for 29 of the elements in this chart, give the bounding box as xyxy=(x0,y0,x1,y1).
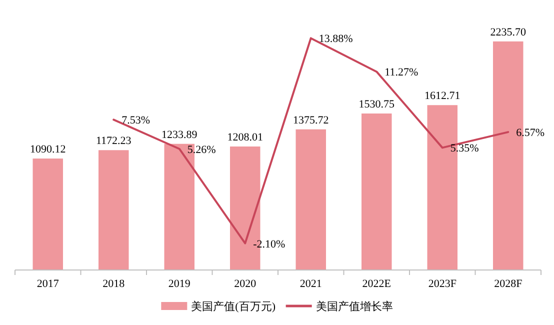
data-label: 5.35% xyxy=(450,142,479,155)
data-label: 1612.71 xyxy=(424,90,460,102)
data-label: 13.88% xyxy=(318,33,353,46)
data-label: 1530.75 xyxy=(358,98,395,110)
x-tick-label: 2023F xyxy=(428,278,456,290)
bar xyxy=(296,129,326,270)
x-tick-label: 2021 xyxy=(300,278,322,290)
x-tick-label: 2018 xyxy=(102,278,126,290)
data-label: 1208.01 xyxy=(227,131,263,144)
bar xyxy=(98,150,129,270)
data-label: 7.53% xyxy=(122,114,150,127)
data-label: 5.26% xyxy=(187,144,216,156)
data-label: 1233.89 xyxy=(162,128,198,141)
legend-label: 美国产值增长率 xyxy=(316,300,393,313)
data-label: 6.57% xyxy=(516,127,545,140)
x-tick-label: 2017 xyxy=(36,278,60,290)
data-label: 1375.72 xyxy=(293,114,329,126)
data-label: -2.10% xyxy=(253,238,286,250)
x-tick-label: 2022E xyxy=(362,278,392,290)
data-label: 1090.12 xyxy=(30,144,66,156)
data-label: 1172.23 xyxy=(96,135,132,148)
bar xyxy=(362,114,392,270)
x-tick-label: 2019 xyxy=(168,278,191,290)
x-tick-label: 2028F xyxy=(494,278,522,290)
x-tick-label: 2020 xyxy=(234,278,257,290)
data-label: 11.27% xyxy=(384,66,418,79)
bar xyxy=(32,158,63,270)
data-label: 2235.70 xyxy=(490,26,526,38)
legend-label: 美国产值(百万元) xyxy=(191,300,276,313)
